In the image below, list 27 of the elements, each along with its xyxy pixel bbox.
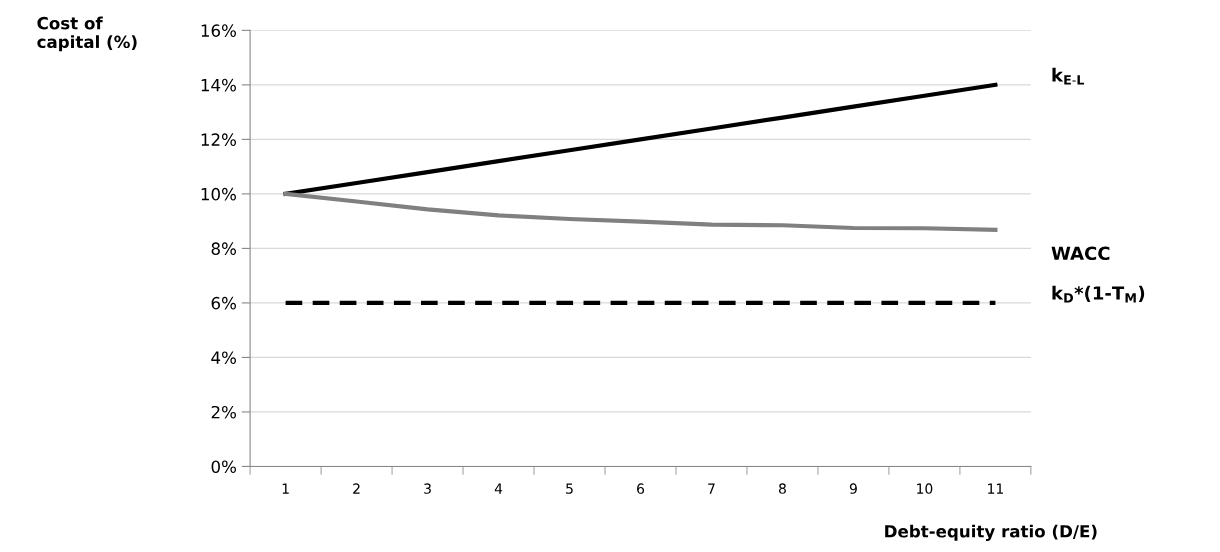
y-tick-label: 4% [211, 351, 236, 364]
text: k$_{E-L}$ [1052, 67, 1085, 85]
y-tick-label: 2% [211, 405, 236, 419]
x-axis-title: Debt-equity ratio (D/E) [885, 524, 1097, 541]
x-tick-label: 10 [917, 483, 933, 494]
line-series [283, 82, 998, 196]
x-tick-label: 1 [282, 483, 289, 494]
x-tick-label: 4 [494, 483, 503, 494]
y-tick-label: 0% [211, 460, 236, 474]
line-series [283, 191, 998, 232]
x-tick-label: 9 [849, 483, 857, 494]
y-tick-label: 8% [211, 242, 236, 255]
y-tick-label: 6% [211, 296, 236, 310]
y-axis-title: Cost of capital (%) [37, 16, 137, 52]
x-tick-label: 3 [424, 483, 431, 494]
y-tick-label: 10% [201, 187, 236, 201]
y-tick-label: 16% [201, 24, 236, 37]
x-tick-label: 7 [708, 483, 715, 494]
text: WACC [1051, 246, 1110, 261]
x-tick-label: 2 [353, 483, 360, 494]
x-tick-label: 5 [566, 483, 573, 494]
x-tick-label: 11 [988, 483, 1003, 494]
y-tick-label: 12% [201, 133, 236, 146]
x-tick-label: 8 [778, 483, 786, 494]
y-tick-label: 14% [201, 78, 236, 92]
text: k$_{D}$*(1-T$_{M}$) [1052, 285, 1145, 303]
x-tick-label: 6 [637, 483, 645, 494]
